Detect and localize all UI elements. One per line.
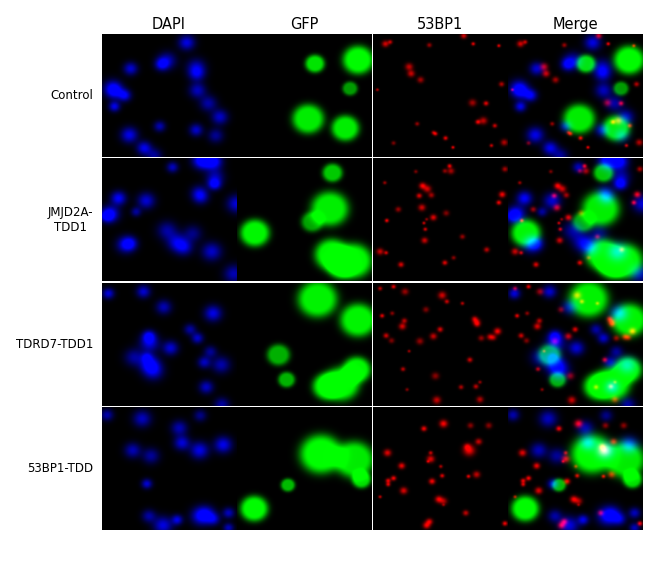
Text: GFP: GFP [290, 16, 318, 32]
Text: 53BP1: 53BP1 [417, 16, 463, 32]
Text: Control: Control [51, 89, 94, 102]
Text: 53BP1-TDD: 53BP1-TDD [28, 462, 94, 475]
Text: DAPI: DAPI [152, 16, 185, 32]
Text: TDRD7-TDD1: TDRD7-TDD1 [16, 337, 94, 351]
Text: JMJD2A-
TDD1: JMJD2A- TDD1 [48, 206, 94, 234]
Text: Merge: Merge [553, 16, 598, 32]
